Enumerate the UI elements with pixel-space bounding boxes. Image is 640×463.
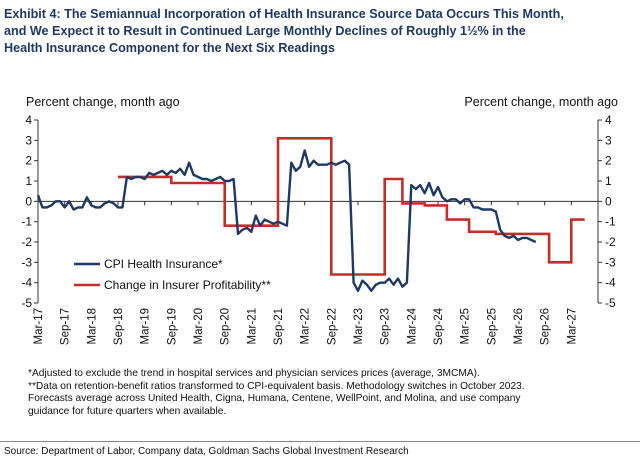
y-tick-label-right: 4 (605, 113, 612, 127)
exhibit-title: Exhibit 4: The Semiannual Incorporation … (4, 6, 634, 57)
x-tick-label: Sep-17 (60, 308, 72, 345)
y-tick-label-left: 0 (25, 194, 32, 208)
health-insurance-chart: Percent change, month ago Percent change,… (21, 95, 618, 345)
y-tick-label-right: 2 (605, 154, 612, 168)
y-tick-label-left: 4 (25, 113, 32, 127)
y-tick-label-right: -4 (605, 276, 616, 290)
series-line-cpi-health-insurance (36, 149, 537, 293)
y-tick-label-right: -5 (605, 296, 616, 310)
title-line: Exhibit 4: The Semiannual Incorporation … (4, 7, 564, 21)
x-tick-label: Mar-19 (140, 308, 152, 344)
chart-notes: *Adjusted to exclude the trend in hospit… (28, 368, 525, 418)
y-tick-label-left: -3 (21, 255, 32, 269)
x-tick-label: Sep-22 (326, 308, 338, 345)
x-tick-label: Mar-26 (513, 308, 525, 344)
y-axis-label-right: Percent change, month ago (464, 95, 618, 109)
x-tick-label: Mar-24 (406, 307, 418, 344)
y-tick-label-right: -1 (605, 215, 616, 229)
note-line: guidance for future quarters when availa… (28, 405, 227, 417)
x-tick-label: Mar-20 (193, 308, 205, 344)
x-tick-label: Sep-23 (380, 308, 392, 345)
y-tick-label-right: 3 (605, 133, 612, 147)
y-tick-label-left: 2 (25, 154, 32, 168)
x-tick-label: Mar-23 (353, 308, 365, 344)
title-line: and We Expect it to Result in Continued … (4, 24, 526, 38)
x-tick-label: Mar-18 (86, 308, 98, 344)
y-tick-label-right: 0 (605, 194, 612, 208)
y-tick-label-right: 1 (605, 174, 612, 188)
y-tick-label-left: -4 (21, 276, 32, 290)
source-text: Source: Department of Labor, Company dat… (4, 446, 409, 457)
note-line: Forecasts average across United Health, … (28, 393, 521, 405)
x-tick-label: Mar-17 (33, 308, 45, 344)
y-tick-label-left: -2 (21, 235, 32, 249)
x-tick-label: Sep-26 (540, 308, 552, 345)
x-tick-label: Mar-27 (566, 308, 578, 344)
note-line: **Data on retention-benefit ratios trans… (28, 380, 525, 392)
note-line: *Adjusted to exclude the trend in hospit… (28, 368, 480, 379)
y-tick-label-left: -1 (21, 215, 32, 229)
x-tick-label: Sep-19 (166, 308, 178, 345)
title-line: Health Insurance Component for the Next … (4, 41, 335, 55)
x-tick-label: Sep-24 (433, 307, 445, 345)
x-tick-label: Mar-21 (246, 308, 258, 344)
legend-label-insurer-profitability: Change in Insurer Profitability** (104, 278, 271, 292)
x-tick-label: Sep-18 (113, 308, 125, 345)
y-tick-label-left: 1 (25, 174, 32, 188)
x-tick-label: Sep-20 (220, 308, 232, 345)
y-tick-label-right: -3 (605, 255, 616, 269)
series-line-insurer-profitability (118, 137, 585, 276)
x-tick-label: Mar-25 (460, 308, 472, 344)
legend-label-cpi-health-insurance: CPI Health Insurance* (104, 257, 223, 271)
y-tick-label-left: -5 (21, 296, 32, 310)
x-tick-label: Mar-22 (300, 308, 312, 344)
y-tick-label-right: -2 (605, 235, 616, 249)
y-axis-label-left: Percent change, month ago (26, 95, 180, 109)
x-tick-label: Sep-21 (273, 308, 285, 345)
y-tick-label-left: 3 (25, 133, 32, 147)
footer-divider (0, 441, 640, 442)
x-tick-label: Sep-25 (486, 308, 498, 345)
